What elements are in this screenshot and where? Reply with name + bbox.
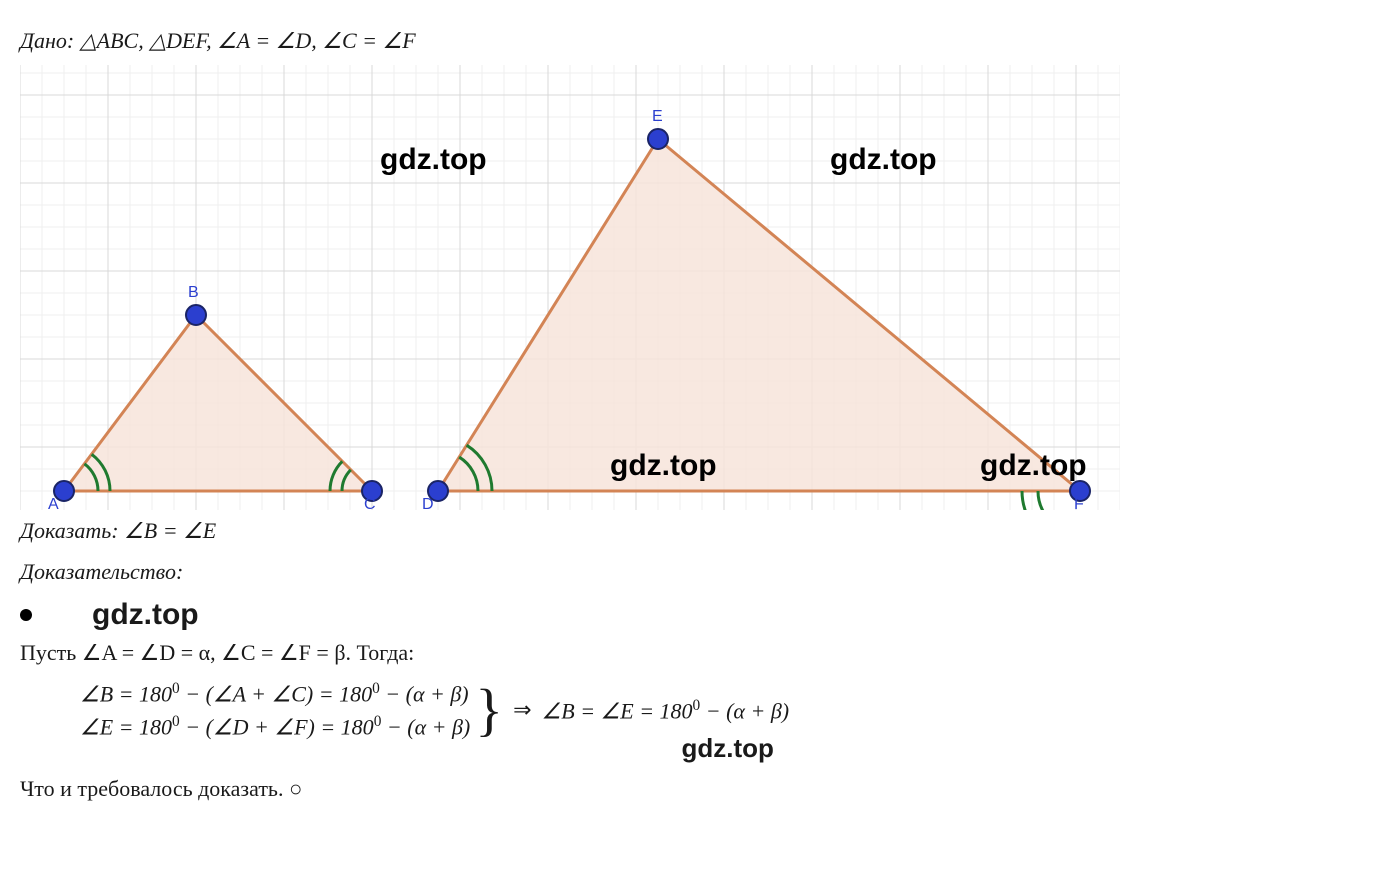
proof-label: Доказательство	[20, 559, 176, 584]
implies-arrow-icon: ⇒	[513, 697, 531, 723]
lhs-column: ∠B = 1800 − (∠A + ∠C) = 1800 − (α + β) ∠…	[80, 677, 470, 744]
bullet-icon	[20, 609, 32, 621]
to-prove-label: Доказать	[20, 518, 111, 543]
given-label: Дано	[20, 28, 67, 53]
given-text: : △ABC, △DEF, ∠A = ∠D, ∠C = ∠F	[67, 28, 416, 53]
diagram: ABCDEF gdz.topgdz.topgdz.topgdz.top	[20, 65, 1120, 510]
watermark-text: gdz.top	[92, 598, 199, 632]
watermark-text: gdz.top	[682, 733, 774, 764]
let-line: Пусть ∠A = ∠D = α, ∠C = ∠F = β. Тогда:	[20, 636, 1380, 669]
qed-text: Что и требовалось доказать. ○	[20, 776, 302, 801]
svg-text:B: B	[188, 284, 199, 301]
derivation-block: ∠B = 1800 − (∠A + ∠C) = 1800 − (α + β) ∠…	[80, 677, 1380, 744]
rhs: ∠B = ∠E = 1800 − (α + β) gdz.top	[542, 697, 790, 724]
to-prove-text: : ∠B = ∠E	[111, 518, 216, 543]
to-prove-line: Доказать: ∠B = ∠E	[20, 514, 1380, 547]
svg-text:D: D	[422, 496, 434, 510]
derivation-row-1: ∠B = 1800 − (∠A + ∠C) = 1800 − (α + β)	[80, 677, 470, 710]
derivation-row-2: ∠E = 1800 − (∠D + ∠F) = 1800 − (α + β)	[80, 710, 470, 743]
svg-text:A: A	[48, 496, 59, 510]
proof-label-line: Доказательство:	[20, 555, 1380, 588]
bullet-row: gdz.top	[20, 598, 1380, 632]
brace-icon: }	[475, 681, 503, 739]
let-text: Пусть ∠A = ∠D = α, ∠C = ∠F = β. Тогда:	[20, 640, 414, 665]
given-line: Дано: △ABC, △DEF, ∠A = ∠D, ∠C = ∠F	[20, 24, 1380, 57]
geometry-svg: A B C D E F	[20, 65, 1120, 510]
qed-line: Что и требовалось доказать. ○	[20, 772, 1380, 805]
svg-text:F: F	[1074, 496, 1084, 510]
svg-text:E: E	[652, 108, 663, 125]
svg-text:C: C	[364, 496, 376, 510]
